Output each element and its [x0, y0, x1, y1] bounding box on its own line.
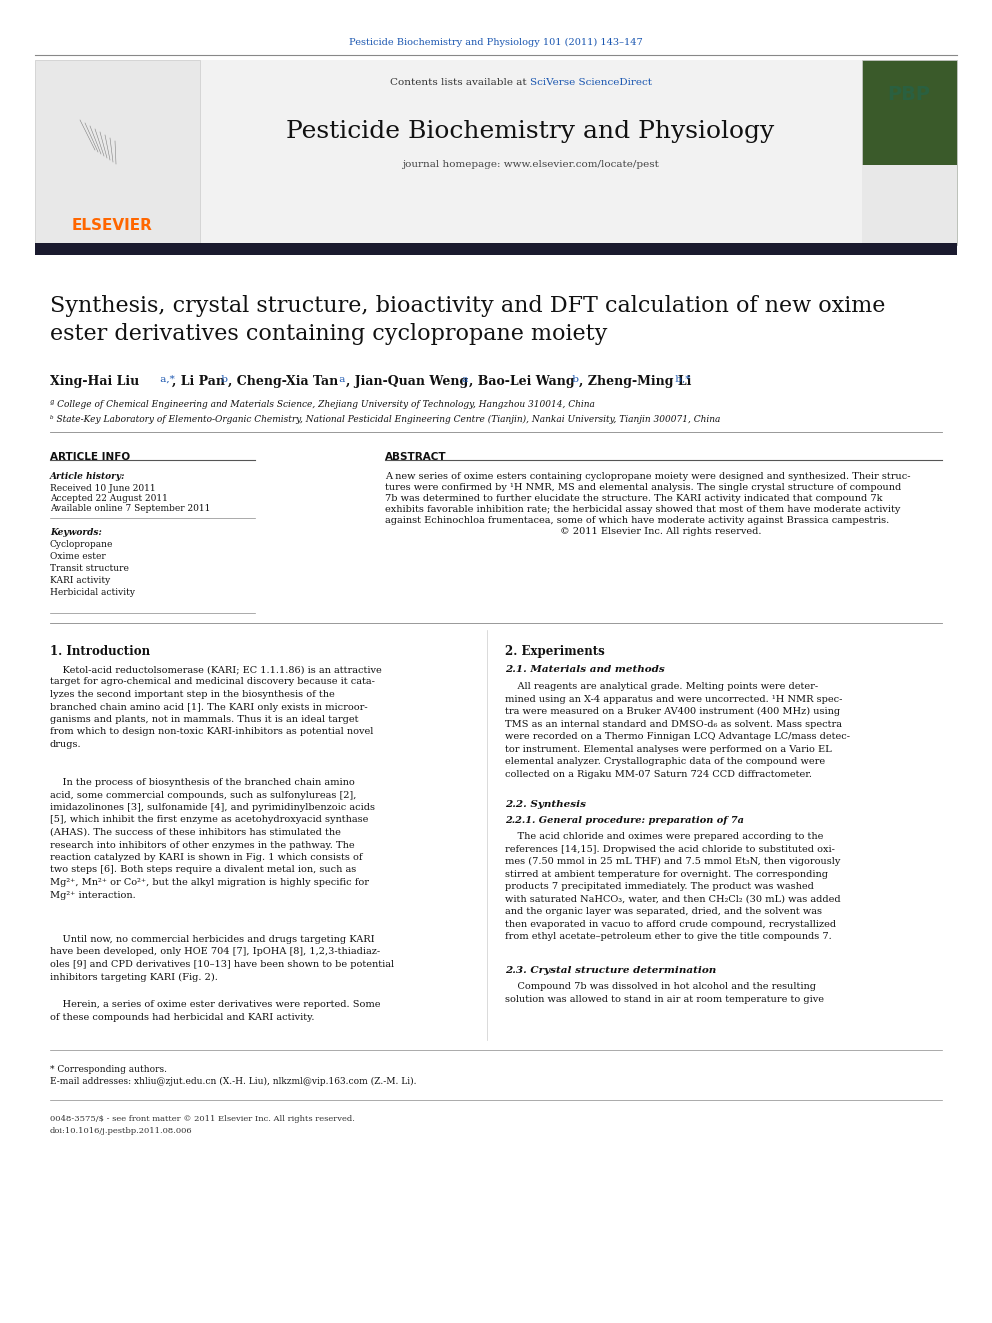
Text: Synthesis, crystal structure, bioactivity and DFT calculation of new oxime
ester: Synthesis, crystal structure, bioactivit…: [50, 295, 886, 345]
Text: Oxime ester: Oxime ester: [50, 552, 106, 561]
Text: ELSEVIER: ELSEVIER: [72, 218, 153, 233]
Text: a: a: [459, 374, 468, 384]
Bar: [35, 60, 200, 245]
Text: SciVerse ScienceDirect: SciVerse ScienceDirect: [530, 78, 652, 87]
Text: a: a: [336, 374, 345, 384]
Text: Keywords:: Keywords:: [50, 528, 102, 537]
Text: KARI activity: KARI activity: [50, 576, 110, 585]
Text: Xing-Hai Liu: Xing-Hai Liu: [50, 374, 139, 388]
Text: © 2011 Elsevier Inc. All rights reserved.: © 2011 Elsevier Inc. All rights reserved…: [385, 527, 762, 536]
Text: 7b was determined to further elucidate the structure. The KARI activity indicate: 7b was determined to further elucidate t…: [385, 493, 883, 503]
Text: b,*: b,*: [672, 374, 690, 384]
Bar: [35, 60, 957, 245]
Bar: [862, 165, 957, 245]
Text: Herbicidal activity: Herbicidal activity: [50, 587, 135, 597]
Text: 2.3. Crystal structure determination: 2.3. Crystal structure determination: [505, 966, 716, 975]
Text: Compound 7b was dissolved in hot alcohol and the resulting
solution was allowed : Compound 7b was dissolved in hot alcohol…: [505, 982, 824, 1004]
Text: E-mail addresses: xhliu@zjut.edu.cn (X.-H. Liu), nlkzml@vip.163.com (Z.-M. Li).: E-mail addresses: xhliu@zjut.edu.cn (X.-…: [50, 1077, 417, 1086]
Text: , Zheng-Ming Li: , Zheng-Ming Li: [579, 374, 691, 388]
Text: Cyclopropane: Cyclopropane: [50, 540, 113, 549]
Text: 0048-3575/$ - see front matter © 2011 Elsevier Inc. All rights reserved.: 0048-3575/$ - see front matter © 2011 El…: [50, 1115, 355, 1123]
Text: Transit structure: Transit structure: [50, 564, 129, 573]
Text: against Echinochloa frumentacea, some of which have moderate activity against Br: against Echinochloa frumentacea, some of…: [385, 516, 889, 525]
Text: Received 10 June 2011: Received 10 June 2011: [50, 484, 156, 493]
Text: , Li Pan: , Li Pan: [172, 374, 225, 388]
Text: ARTICLE INFO: ARTICLE INFO: [50, 452, 130, 462]
Text: 2.1. Materials and methods: 2.1. Materials and methods: [505, 665, 665, 673]
Text: Pesticide Biochemistry and Physiology 101 (2011) 143–147: Pesticide Biochemistry and Physiology 10…: [349, 38, 643, 48]
Text: Article history:: Article history:: [50, 472, 126, 482]
Text: journal homepage: www.elsevier.com/locate/pest: journal homepage: www.elsevier.com/locat…: [402, 160, 659, 169]
Text: Herein, a series of oxime ester derivatives were reported. Some
of these compoun: Herein, a series of oxime ester derivati…: [50, 1000, 381, 1021]
Text: ABSTRACT: ABSTRACT: [385, 452, 446, 462]
Text: , Cheng-Xia Tan: , Cheng-Xia Tan: [228, 374, 338, 388]
Text: * Corresponding authors.: * Corresponding authors.: [50, 1065, 167, 1074]
Text: b: b: [218, 374, 228, 384]
Text: 1. Introduction: 1. Introduction: [50, 646, 150, 658]
Text: a,*: a,*: [157, 374, 175, 384]
Text: Contents lists available at: Contents lists available at: [390, 78, 530, 87]
Text: , Bao-Lei Wang: , Bao-Lei Wang: [469, 374, 574, 388]
Text: The acid chloride and oximes were prepared according to the
references [14,15]. : The acid chloride and oximes were prepar…: [505, 832, 840, 941]
Text: Available online 7 September 2011: Available online 7 September 2011: [50, 504, 210, 513]
Text: 2.2.1. General procedure: preparation of 7a: 2.2.1. General procedure: preparation of…: [505, 816, 744, 826]
Text: b: b: [569, 374, 579, 384]
Text: ᵇ State-Key Laboratory of Elemento-Organic Chemistry, National Pesticidal Engine: ᵇ State-Key Laboratory of Elemento-Organ…: [50, 415, 720, 425]
Text: exhibits favorable inhibition rate; the herbicidal assay showed that most of the: exhibits favorable inhibition rate; the …: [385, 505, 901, 515]
Text: A new series of oxime esters containing cyclopropane moiety were designed and sy: A new series of oxime esters containing …: [385, 472, 911, 482]
Text: PBP: PBP: [888, 85, 930, 105]
Text: All reagents are analytical grade. Melting points were deter-
mined using an X-4: All reagents are analytical grade. Melti…: [505, 681, 850, 779]
Text: Pesticide Biochemistry and Physiology: Pesticide Biochemistry and Physiology: [286, 120, 774, 143]
Bar: [35, 243, 957, 255]
Text: 2.2. Synthesis: 2.2. Synthesis: [505, 800, 586, 808]
Text: In the process of biosynthesis of the branched chain amino
acid, some commercial: In the process of biosynthesis of the br…: [50, 778, 375, 900]
Text: Ketol-acid reductolsomerase (KARI; EC 1.1.1.86) is an attractive
target for agro: Ketol-acid reductolsomerase (KARI; EC 1.…: [50, 665, 382, 749]
Text: ª College of Chemical Engineering and Materials Science, Zhejiang University of : ª College of Chemical Engineering and Ma…: [50, 400, 595, 409]
Text: Accepted 22 August 2011: Accepted 22 August 2011: [50, 493, 168, 503]
Text: Until now, no commercial herbicides and drugs targeting KARI
have been developed: Until now, no commercial herbicides and …: [50, 935, 394, 982]
Text: doi:10.1016/j.pestbp.2011.08.006: doi:10.1016/j.pestbp.2011.08.006: [50, 1127, 192, 1135]
Text: 2. Experiments: 2. Experiments: [505, 646, 605, 658]
Text: tures were confirmed by ¹H NMR, MS and elemental analysis. The single crystal st: tures were confirmed by ¹H NMR, MS and e…: [385, 483, 902, 492]
Text: , Jian-Quan Weng: , Jian-Quan Weng: [346, 374, 468, 388]
Bar: [862, 60, 957, 245]
